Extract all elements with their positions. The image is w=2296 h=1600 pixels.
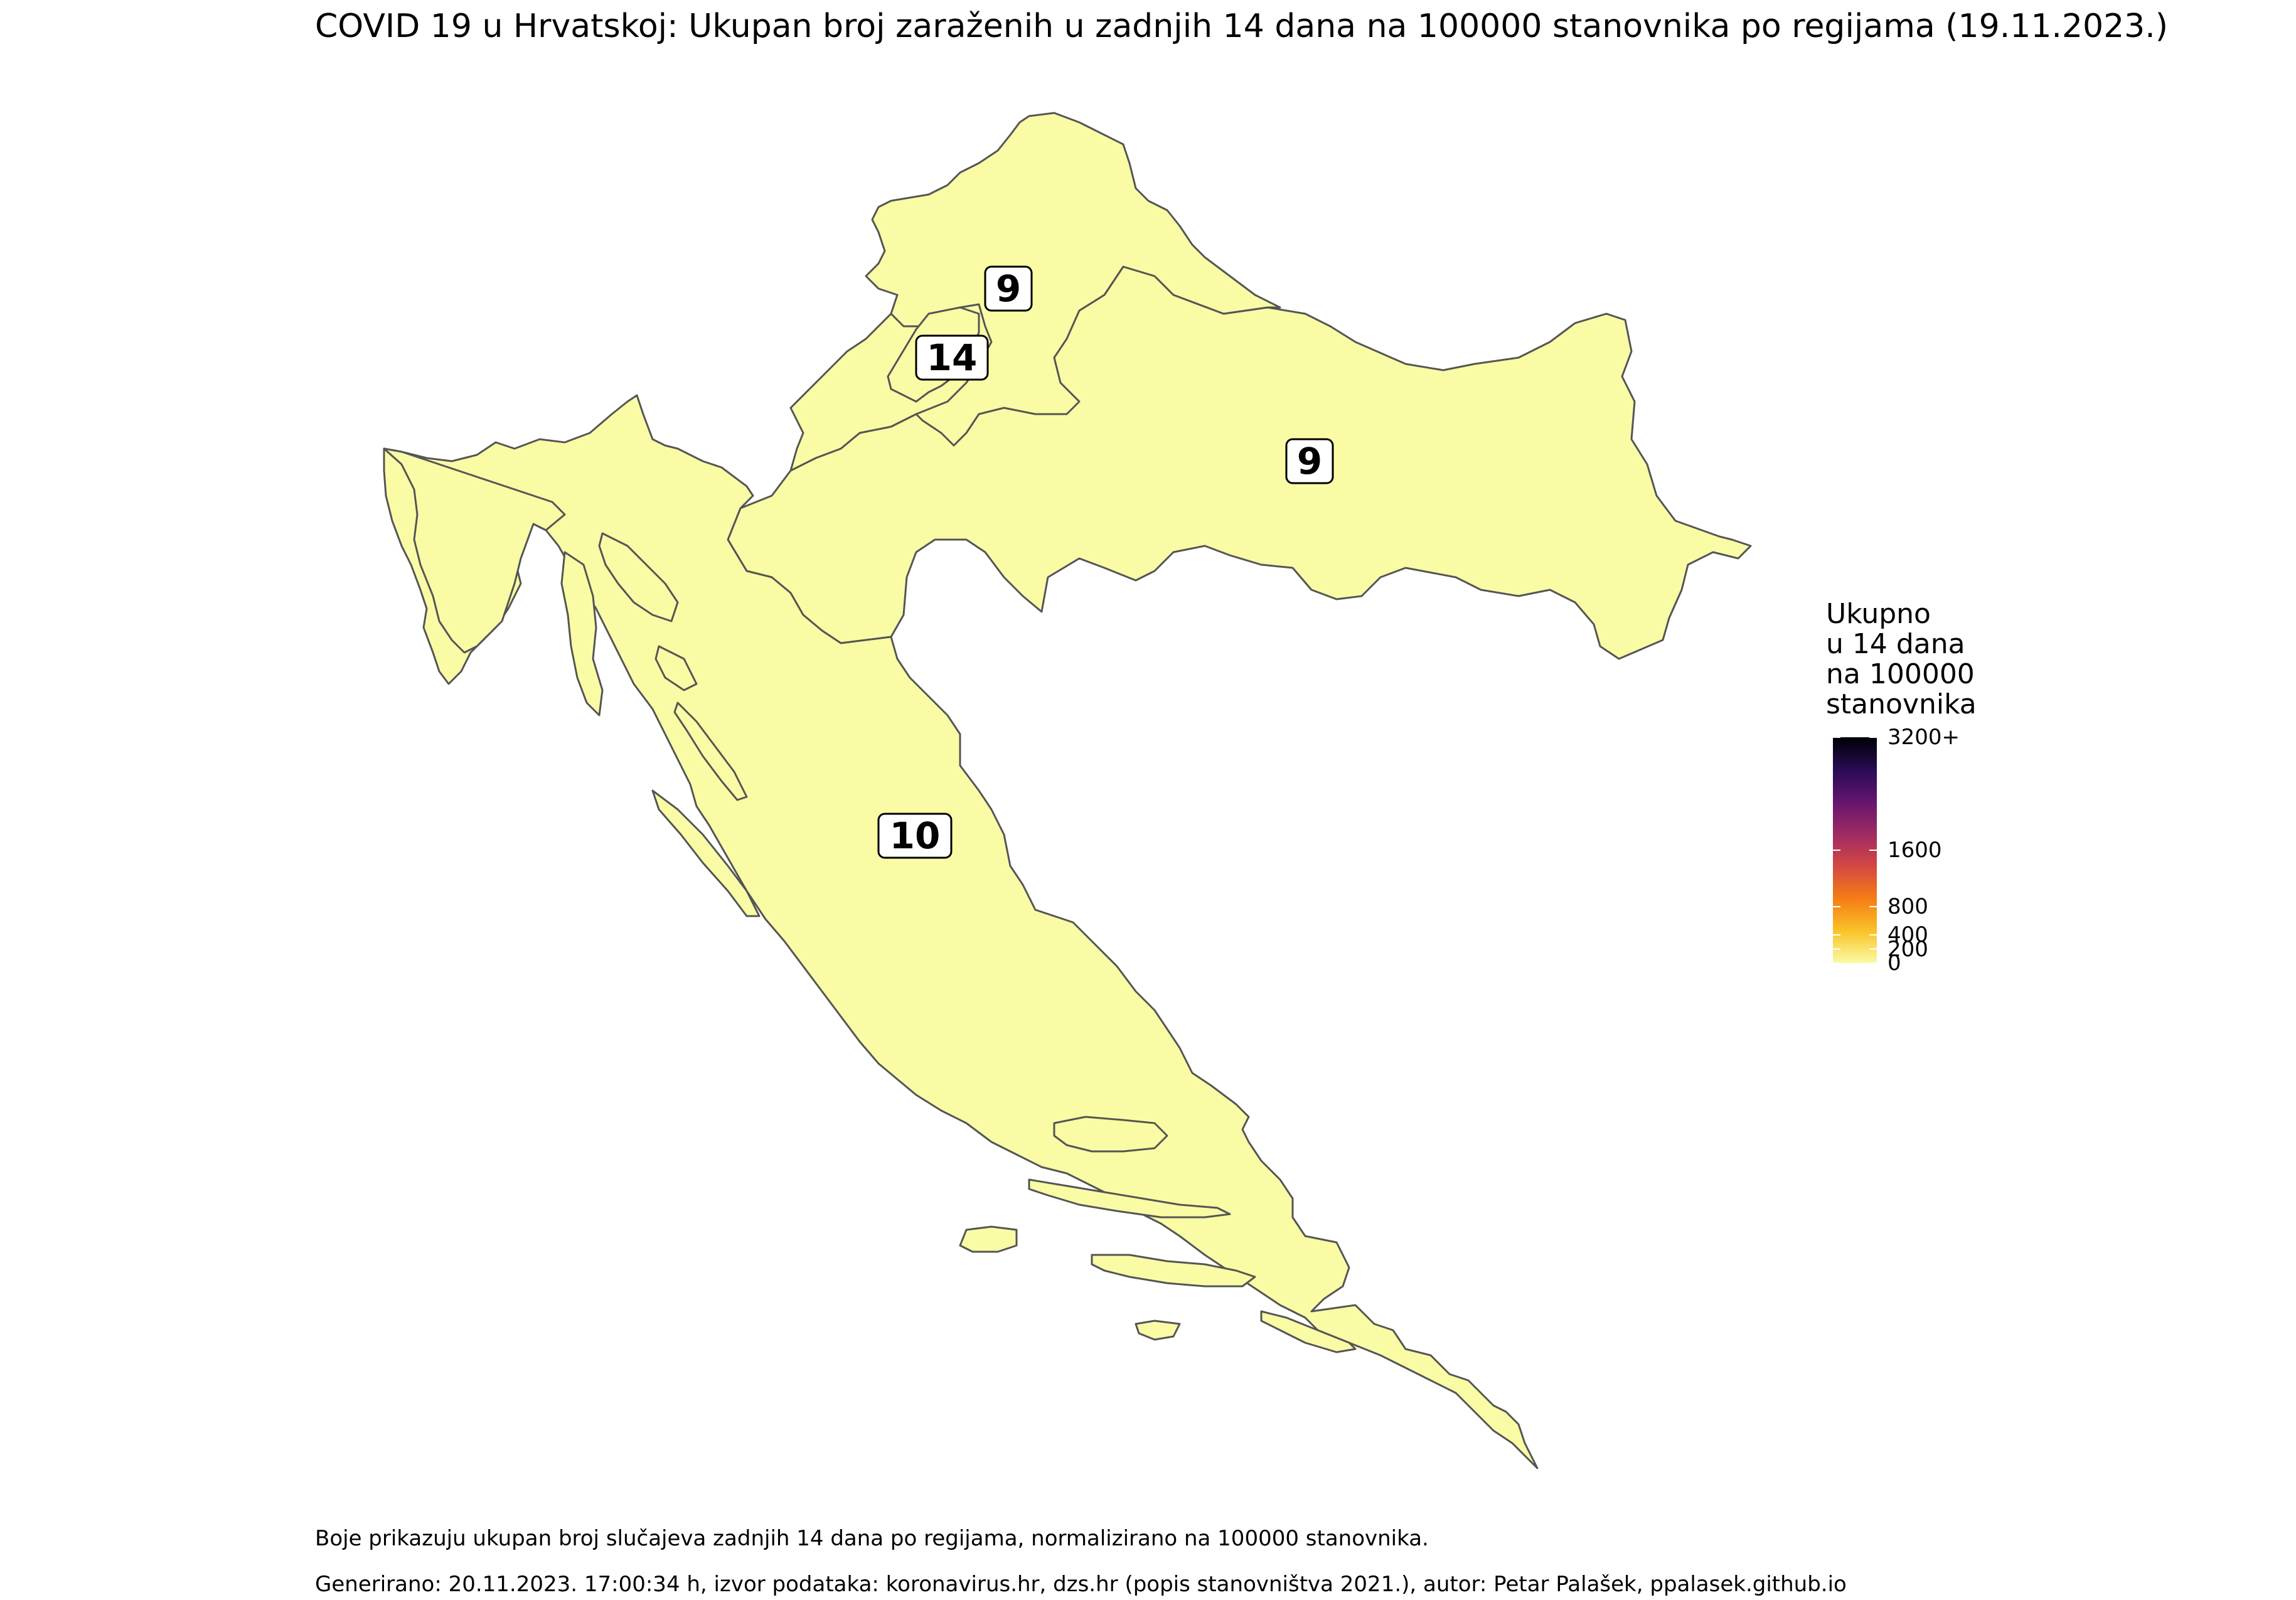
region-label-east-text: 9 <box>1297 440 1322 483</box>
legend-tick-label: 400 <box>1888 922 1928 947</box>
legend-title-line-4: stanovnika <box>1826 688 1977 720</box>
region-label-north-text: 9 <box>996 267 1021 310</box>
region-label-zagreb-city: 14 <box>915 334 989 381</box>
island-mljet <box>1260 1310 1357 1353</box>
caption: Boje prikazuju ukupan broj slučajeva zad… <box>315 1526 1429 1551</box>
region-label-adriatic-text: 10 <box>890 814 941 857</box>
legend-ticks <box>1833 737 1877 964</box>
legend-tick-label: 1600 <box>1888 838 1942 863</box>
island-lastovo <box>1135 1320 1181 1341</box>
region-label-north: 9 <box>984 265 1033 312</box>
map-title: COVID 19 u Hrvatskoj: Ukupan broj zaraže… <box>315 8 2169 45</box>
legend-tick-label: 200 <box>1888 936 1928 962</box>
credits: Generirano: 20.11.2023. 17:00:34 h, izvo… <box>315 1572 1847 1597</box>
legend-title-line-3: na 100000 <box>1826 658 1975 690</box>
island-vis <box>959 1225 1018 1253</box>
region-label-adriatic: 10 <box>877 813 953 859</box>
region-label-zagreb-city-text: 14 <box>927 336 978 379</box>
island-brac <box>1053 1116 1168 1153</box>
legend-title-line-2: u 14 dana <box>1826 628 1965 660</box>
istria-peninsula <box>383 447 566 654</box>
legend-title: Ukupno u 14 dana na 100000 stanovnika <box>1826 599 2052 720</box>
region-label-east: 9 <box>1285 438 1334 484</box>
legend-title-line-1: Ukupno <box>1826 598 1931 630</box>
island-pag <box>673 701 748 801</box>
island-dugi <box>651 789 761 917</box>
island-cres <box>560 551 604 717</box>
island-hvar <box>1028 1178 1231 1219</box>
island-krk <box>598 532 679 622</box>
legend-tick-label: 3200+ <box>1888 725 1960 750</box>
island-rab <box>654 645 698 691</box>
legend-tick-label: 0 <box>1888 951 1901 976</box>
legend-tick-label: 800 <box>1888 894 1928 919</box>
island-korcula <box>1091 1254 1256 1288</box>
